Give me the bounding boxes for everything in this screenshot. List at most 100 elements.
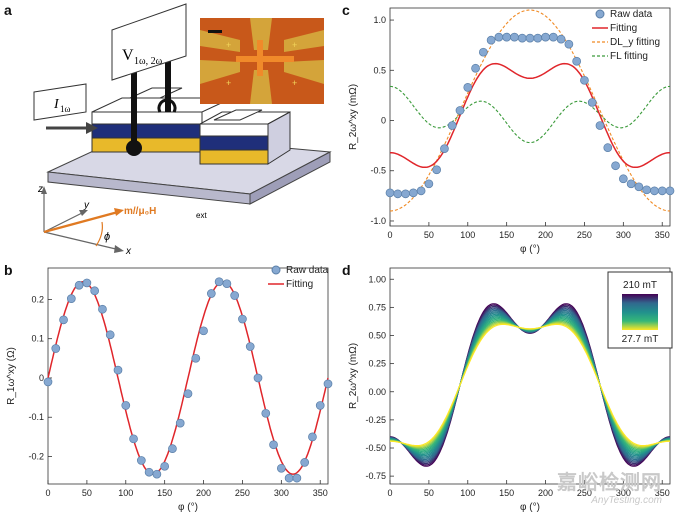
data-point — [261, 408, 271, 418]
magnetization-arrow-icon — [114, 208, 124, 216]
data-point — [564, 39, 574, 49]
data-point — [136, 456, 146, 465]
svg-text:+: + — [226, 78, 231, 88]
data-point — [308, 432, 317, 442]
x-tick-label: 300 — [616, 488, 631, 498]
data-point — [494, 32, 504, 42]
data-point — [82, 278, 92, 288]
data-point — [440, 144, 449, 153]
chart-b-y-axis-label: R_1ω^xy (Ω) — [6, 347, 17, 405]
data-point — [502, 32, 512, 42]
data-point — [214, 277, 224, 287]
current-subscript: 1ω — [60, 104, 71, 114]
data-point — [121, 401, 131, 410]
field-label: m//μ₀H — [124, 206, 156, 217]
x-tick-label: 200 — [538, 230, 553, 240]
data-point — [385, 188, 395, 198]
data-point — [408, 188, 418, 198]
svg-text:+: + — [292, 78, 297, 88]
x-tick-label: 0 — [387, 488, 392, 498]
data-point — [183, 389, 193, 399]
x-tick-label: 250 — [235, 488, 250, 498]
x-tick-label: 300 — [274, 488, 289, 498]
x-tick-label: 250 — [577, 230, 592, 240]
data-point — [245, 342, 255, 351]
data-point — [634, 182, 644, 192]
legend-label-dly-fitting: DL_y fitting — [610, 37, 660, 48]
data-point — [642, 185, 652, 195]
y-tick-label: 0.50 — [368, 331, 386, 341]
data-point — [51, 344, 61, 353]
axis-x-label: x — [125, 246, 132, 257]
x-tick-label: 50 — [424, 230, 434, 240]
x-tick-label: 250 — [577, 488, 592, 498]
watermark-url: AnyTesting.com — [591, 495, 662, 506]
c-plot-frame — [389, 7, 671, 227]
x-tick-label: 350 — [655, 488, 670, 498]
data-point — [43, 377, 53, 387]
data-point — [206, 289, 216, 298]
fit-line-fitting — [390, 62, 670, 169]
data-point — [199, 326, 208, 336]
x-tick-label: 150 — [157, 488, 172, 498]
data-point — [292, 473, 302, 483]
data-point — [168, 444, 177, 454]
panel-letter-b: b — [4, 262, 13, 278]
data-point — [510, 32, 519, 42]
legend-label-fl-fitting: FL fitting — [610, 51, 648, 62]
legend-label-raw-data: Raw data — [610, 9, 653, 20]
data-point — [572, 56, 582, 66]
x-tick-label: 350 — [313, 488, 328, 498]
data-point — [300, 458, 310, 467]
data-point — [626, 179, 636, 189]
data-point — [603, 143, 613, 152]
data-point — [230, 291, 240, 300]
x-tick-label: 150 — [499, 230, 514, 240]
d-plot-frame — [389, 267, 671, 485]
axis-z-label: z — [37, 184, 43, 195]
data-point — [315, 401, 325, 410]
data-point — [541, 32, 550, 42]
chart-d-x-axis-label: φ (°) — [520, 502, 540, 513]
x-tick-label: 50 — [82, 488, 92, 498]
axis-y-label: y — [83, 200, 90, 211]
data-point — [152, 469, 162, 479]
data-point — [323, 379, 333, 389]
data-point — [556, 34, 566, 44]
x-tick-label: 300 — [616, 230, 631, 240]
panel-letter-a: a — [4, 2, 12, 18]
data-point — [105, 330, 115, 340]
data-point — [580, 75, 589, 85]
y-tick-label: 0.00 — [368, 387, 386, 397]
data-point — [393, 189, 403, 199]
fit-line-fitting — [47, 281, 329, 475]
y-tick-label: 1.0 — [373, 15, 386, 25]
data-point — [486, 35, 496, 45]
data-point — [595, 121, 605, 130]
data-point — [533, 33, 543, 43]
field-series-line — [390, 323, 670, 447]
x-tick-label: 0 — [45, 488, 50, 498]
data-point — [650, 186, 659, 196]
data-point — [160, 461, 170, 471]
x-tick-label: 200 — [196, 488, 211, 498]
x-tick-label: 200 — [538, 488, 553, 498]
data-point — [432, 165, 442, 175]
chart-c: 0 50 100 150 200 250 300 350 -1.0 -0.5 0 0.5 1.0 φ (… — [348, 7, 675, 255]
data-point — [269, 440, 278, 450]
y-tick-label: -1.0 — [370, 216, 386, 226]
svg-text:+: + — [226, 40, 231, 50]
x-tick-label: 100 — [118, 488, 133, 498]
x-tick-label: 350 — [655, 230, 670, 240]
data-point — [657, 186, 667, 196]
data-point — [191, 353, 201, 363]
chart-b: 0 50 100 150 200 250 300 350 -0.2 -0.1 0 0.1 0.2 φ (… — [6, 265, 333, 513]
current-label: I — [53, 97, 60, 112]
panel-letter-c: c — [342, 2, 350, 18]
chart-b-x-axis-label: φ (°) — [178, 502, 198, 513]
data-point — [59, 315, 68, 325]
data-point — [144, 467, 154, 477]
chart-c-legend: Raw data Fitting DL_y fitting FL fitting — [592, 9, 660, 62]
y-tick-label: 0.2 — [31, 294, 44, 304]
data-point — [129, 434, 138, 444]
